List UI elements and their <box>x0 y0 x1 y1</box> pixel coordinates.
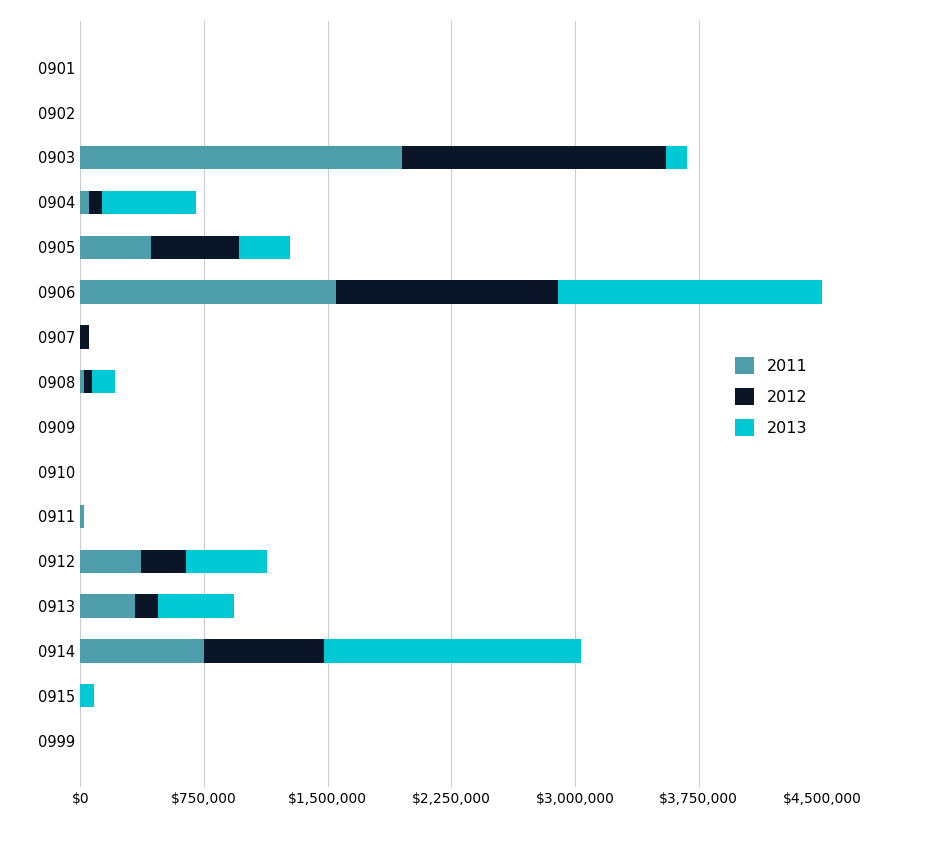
Bar <box>324 639 581 663</box>
Bar <box>151 236 238 259</box>
Legend: 2011, 2012, 2013: 2011, 2012, 2013 <box>728 351 814 443</box>
Bar <box>84 370 92 393</box>
Bar <box>158 595 233 618</box>
Bar <box>335 280 558 304</box>
Bar <box>204 639 324 663</box>
Bar <box>80 325 90 349</box>
Bar <box>142 550 186 573</box>
Bar <box>89 191 102 214</box>
Bar <box>665 146 686 169</box>
Bar <box>80 639 204 663</box>
Bar <box>135 595 158 618</box>
Bar <box>186 550 266 573</box>
Bar <box>80 146 401 169</box>
Bar <box>80 505 83 528</box>
Bar <box>80 370 84 393</box>
Bar <box>80 595 135 618</box>
Bar <box>80 550 142 573</box>
Bar <box>80 236 151 259</box>
Bar <box>238 236 290 259</box>
Bar <box>80 684 93 707</box>
Bar <box>80 280 335 304</box>
Bar <box>102 191 195 214</box>
Bar <box>92 370 115 393</box>
Bar <box>80 191 89 214</box>
Bar <box>558 280 821 304</box>
Bar <box>401 146 665 169</box>
